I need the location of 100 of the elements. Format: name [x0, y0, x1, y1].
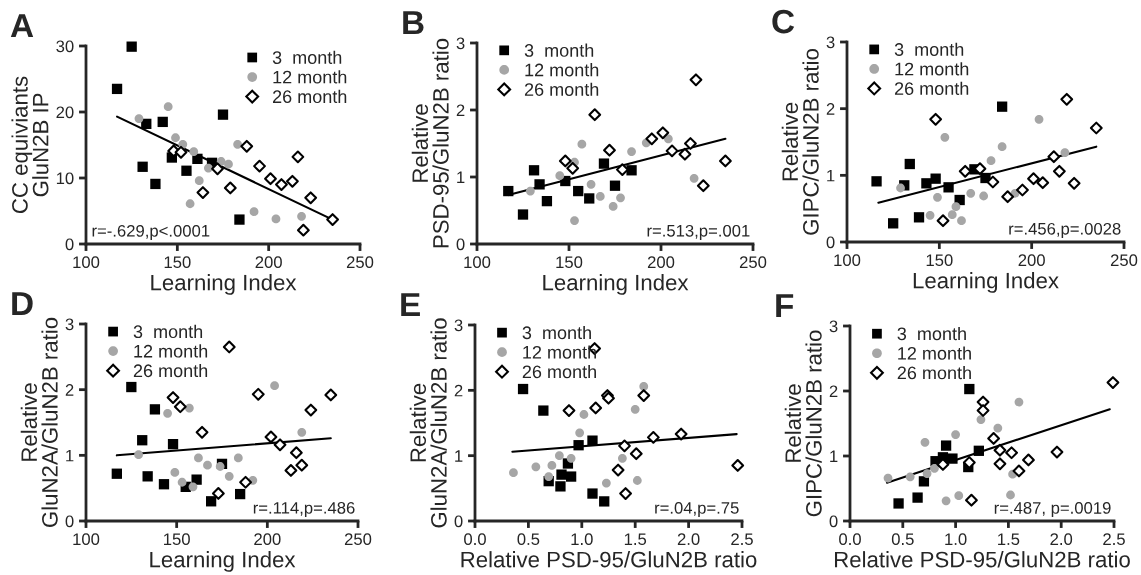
point [993, 423, 1003, 433]
y-tick-label: 3 [829, 320, 838, 333]
point [941, 496, 951, 506]
point [126, 41, 137, 52]
point [528, 165, 540, 176]
point [167, 439, 179, 450]
point [993, 443, 1007, 457]
legend-label: 3 month [894, 42, 964, 56]
point [289, 446, 303, 460]
point [616, 193, 625, 203]
point [918, 476, 930, 487]
chart-title: E [401, 293, 420, 317]
point [615, 163, 629, 177]
point [111, 83, 123, 95]
x-tick-label: 250 [1110, 254, 1138, 267]
point [275, 178, 288, 192]
point [1060, 92, 1074, 106]
point [587, 488, 598, 499]
point [933, 192, 942, 202]
point [1052, 164, 1066, 178]
x-tick-label: 1.5 [624, 533, 647, 546]
y-tick-label: 3 [456, 37, 465, 50]
point [555, 481, 566, 492]
x-axis-title: Relative PSD-95/GluN2B ratio [835, 551, 1130, 568]
point [517, 383, 529, 395]
y-axis-title: Relative GIPC/GluN2B ratio [784, 330, 822, 517]
point [936, 214, 950, 228]
point [194, 453, 203, 463]
chart-title: D [12, 292, 33, 316]
point [646, 430, 660, 444]
point [920, 437, 930, 447]
point [171, 133, 180, 143]
point [149, 404, 161, 415]
legend-label: 12 month [134, 344, 208, 358]
point [562, 404, 576, 418]
y-tick-label: 2 [454, 384, 463, 397]
point [194, 176, 204, 186]
point [626, 165, 637, 176]
point [589, 401, 603, 415]
point [573, 185, 584, 197]
point [137, 161, 148, 172]
point [1016, 183, 1029, 197]
x-tick-label: 1.0 [945, 533, 967, 546]
point [595, 192, 605, 201]
y-tick-label: 2 [829, 385, 838, 398]
x-tick-label: 1.0 [571, 533, 593, 546]
point [173, 400, 187, 414]
point [947, 453, 958, 464]
y-tick-label: 0 [65, 238, 74, 251]
y-tick-label: 0 [65, 515, 74, 528]
point [993, 457, 1007, 471]
point [556, 469, 567, 480]
point [195, 425, 209, 439]
y-tick-label: 0 [454, 515, 463, 528]
point [599, 496, 610, 507]
point [326, 213, 340, 226]
point [239, 475, 252, 489]
y-tick-label: 0 [456, 238, 465, 251]
point [630, 404, 640, 414]
annotation: r=.487, p=.0019 [994, 502, 1111, 518]
y-tick-label: 20 [56, 106, 74, 119]
point [883, 473, 893, 483]
point [157, 116, 168, 128]
point [905, 472, 915, 482]
point [689, 173, 699, 183]
point [544, 472, 554, 481]
point [577, 139, 587, 149]
x-tick-label: 100 [834, 254, 861, 267]
point [951, 430, 960, 439]
point [163, 408, 172, 418]
point [663, 134, 673, 144]
point [1034, 114, 1044, 124]
point [111, 468, 122, 479]
y-axis-title: CC equiviants GluN2B IP [11, 76, 49, 214]
point [534, 179, 545, 190]
point [904, 158, 915, 170]
point [718, 154, 732, 168]
x-tick-label: 100 [73, 533, 100, 546]
point [174, 145, 188, 159]
x-tick-label: 2.5 [1103, 533, 1125, 546]
legend-label: 3 month [522, 325, 591, 340]
y-tick-label: 0 [826, 236, 835, 249]
point [1006, 490, 1015, 500]
annotation: r=.456,p=.0028 [1009, 222, 1121, 238]
x-axis-title: Relative PSD-95/GluN2B ratio [461, 551, 757, 568]
point [618, 439, 631, 453]
point [224, 471, 234, 481]
point [555, 171, 565, 181]
point [1047, 150, 1061, 164]
x-tick-label: 100 [73, 256, 100, 269]
point [639, 382, 649, 391]
point [284, 464, 298, 477]
point [689, 73, 703, 87]
point [888, 218, 899, 229]
chart-title: A [10, 14, 34, 38]
point [957, 216, 966, 226]
y-tick-label: 1 [66, 449, 74, 462]
point [565, 471, 577, 482]
point [188, 482, 198, 492]
point [297, 211, 306, 221]
